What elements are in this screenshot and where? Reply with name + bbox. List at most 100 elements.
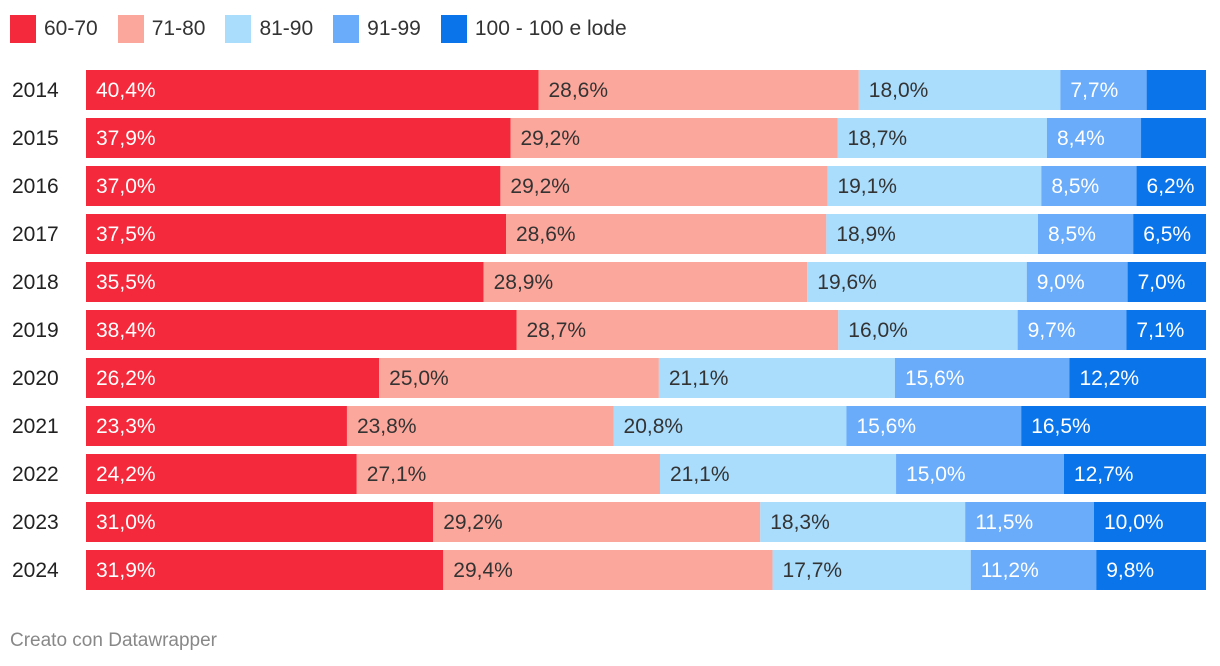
bar-segment xyxy=(500,166,828,206)
bar-segment xyxy=(858,70,1061,110)
data-label: 28,6% xyxy=(516,223,576,246)
y-tick-label: 2018 xyxy=(12,271,59,294)
legend-item-2: 81-90 xyxy=(225,15,313,43)
data-label: 8,4% xyxy=(1057,127,1105,150)
y-tick-label: 2020 xyxy=(12,367,59,390)
data-label: 9,8% xyxy=(1106,559,1154,582)
bar-segment xyxy=(1046,118,1142,158)
data-label: 8,5% xyxy=(1048,223,1096,246)
bar-segment xyxy=(760,502,966,542)
legend-swatch xyxy=(10,15,36,43)
bar-segment xyxy=(1146,70,1206,110)
data-label: 18,3% xyxy=(770,511,830,534)
y-tick-label: 2019 xyxy=(12,319,59,342)
bar-segment xyxy=(433,502,761,542)
bar-segment xyxy=(86,118,511,158)
bar-segment xyxy=(516,310,839,350)
bar-segment xyxy=(658,358,895,398)
data-label: 28,9% xyxy=(494,271,554,294)
bar-segment xyxy=(1069,358,1206,398)
data-label: 25,0% xyxy=(389,367,449,390)
data-label: 23,3% xyxy=(96,415,156,438)
legend-label: 81-90 xyxy=(259,17,314,40)
bar-segment xyxy=(1041,166,1137,206)
data-label: 15,6% xyxy=(905,367,965,390)
stacked-bar-chart: 2014 40,4% 28,6% 18,0% 7,7% 2015 37,9% 29,2% 18,… xyxy=(12,70,1206,590)
data-label: 28,7% xyxy=(527,319,587,342)
bar-segment xyxy=(86,214,506,254)
data-label: 18,7% xyxy=(848,127,908,150)
data-label: 35,5% xyxy=(96,271,156,294)
bar-segment xyxy=(346,406,614,446)
bar-segment xyxy=(838,310,1018,350)
bar-segment xyxy=(1136,166,1206,206)
data-label: 18,0% xyxy=(869,79,929,102)
bar-segment xyxy=(1141,118,1206,158)
legend-swatch xyxy=(333,15,360,43)
bar-segment xyxy=(965,502,1094,542)
data-label: 8,5% xyxy=(1051,175,1099,198)
data-label: 29,2% xyxy=(510,175,570,198)
bar-segment xyxy=(896,454,1064,494)
bar-segment xyxy=(1127,262,1206,302)
bar-segment xyxy=(1021,406,1206,446)
data-label: 40,4% xyxy=(96,79,156,102)
bar-segment xyxy=(510,118,838,158)
data-label: 37,0% xyxy=(96,175,156,198)
data-label: 15,0% xyxy=(906,463,966,486)
footer-credit[interactable]: Creato con Datawrapper xyxy=(10,630,217,651)
legend-label: 60-70 xyxy=(44,17,98,40)
bar-segment xyxy=(1063,454,1206,494)
legend-item-0: 60-70 xyxy=(10,15,98,43)
bar-segment xyxy=(1026,262,1128,302)
data-label: 37,9% xyxy=(96,127,156,150)
bar-segment xyxy=(86,406,347,446)
bar-segment xyxy=(894,358,1070,398)
bar-segment xyxy=(1094,502,1206,542)
bar-segment xyxy=(443,550,773,590)
data-label: 19,1% xyxy=(837,175,897,198)
bar-segment xyxy=(483,262,808,302)
data-label: 27,1% xyxy=(367,463,427,486)
bar-segment xyxy=(538,70,859,110)
y-tick-label: 2023 xyxy=(12,511,59,534)
legend-label: 91-99 xyxy=(367,17,421,40)
data-label: 6,5% xyxy=(1143,223,1191,246)
bar-segment xyxy=(86,358,380,398)
data-label: 19,6% xyxy=(817,271,877,294)
legend-label: 100 - 100 e lode xyxy=(474,17,627,40)
data-label: 12,2% xyxy=(1080,367,1140,390)
data-label: 7,7% xyxy=(1070,79,1118,102)
data-label: 16,5% xyxy=(1031,415,1091,438)
data-label: 12,7% xyxy=(1074,463,1134,486)
data-label: 26,2% xyxy=(96,367,156,390)
data-label: 10,0% xyxy=(1104,511,1164,534)
data-label: 18,9% xyxy=(836,223,896,246)
data-label: 21,1% xyxy=(669,367,729,390)
y-tick-label: 2014 xyxy=(12,79,59,102)
data-label: 17,7% xyxy=(783,559,843,582)
bar-segment xyxy=(86,262,484,302)
bar-segment xyxy=(506,214,827,254)
data-label: 6,2% xyxy=(1147,175,1195,198)
legend-swatch xyxy=(225,15,252,43)
bar-segment xyxy=(772,550,971,590)
data-label: 9,0% xyxy=(1037,271,1085,294)
bar-segment xyxy=(846,406,1022,446)
bar-segment xyxy=(1060,70,1147,110)
bar-segment xyxy=(1096,550,1206,590)
legend-swatch xyxy=(440,15,467,43)
data-label: 15,6% xyxy=(856,415,916,438)
bar-segment xyxy=(659,454,897,494)
bar-segment xyxy=(1126,310,1206,350)
legend-swatch xyxy=(117,15,144,43)
bar-segment xyxy=(826,214,1038,254)
bar-segment xyxy=(807,262,1027,302)
data-label: 29,4% xyxy=(453,559,513,582)
data-label: 11,2% xyxy=(981,559,1039,582)
data-label: 20,8% xyxy=(624,415,684,438)
y-tick-label: 2022 xyxy=(12,463,59,486)
bar-segment xyxy=(86,454,357,494)
legend-label: 71-80 xyxy=(151,17,206,40)
data-label: 7,1% xyxy=(1136,319,1184,342)
